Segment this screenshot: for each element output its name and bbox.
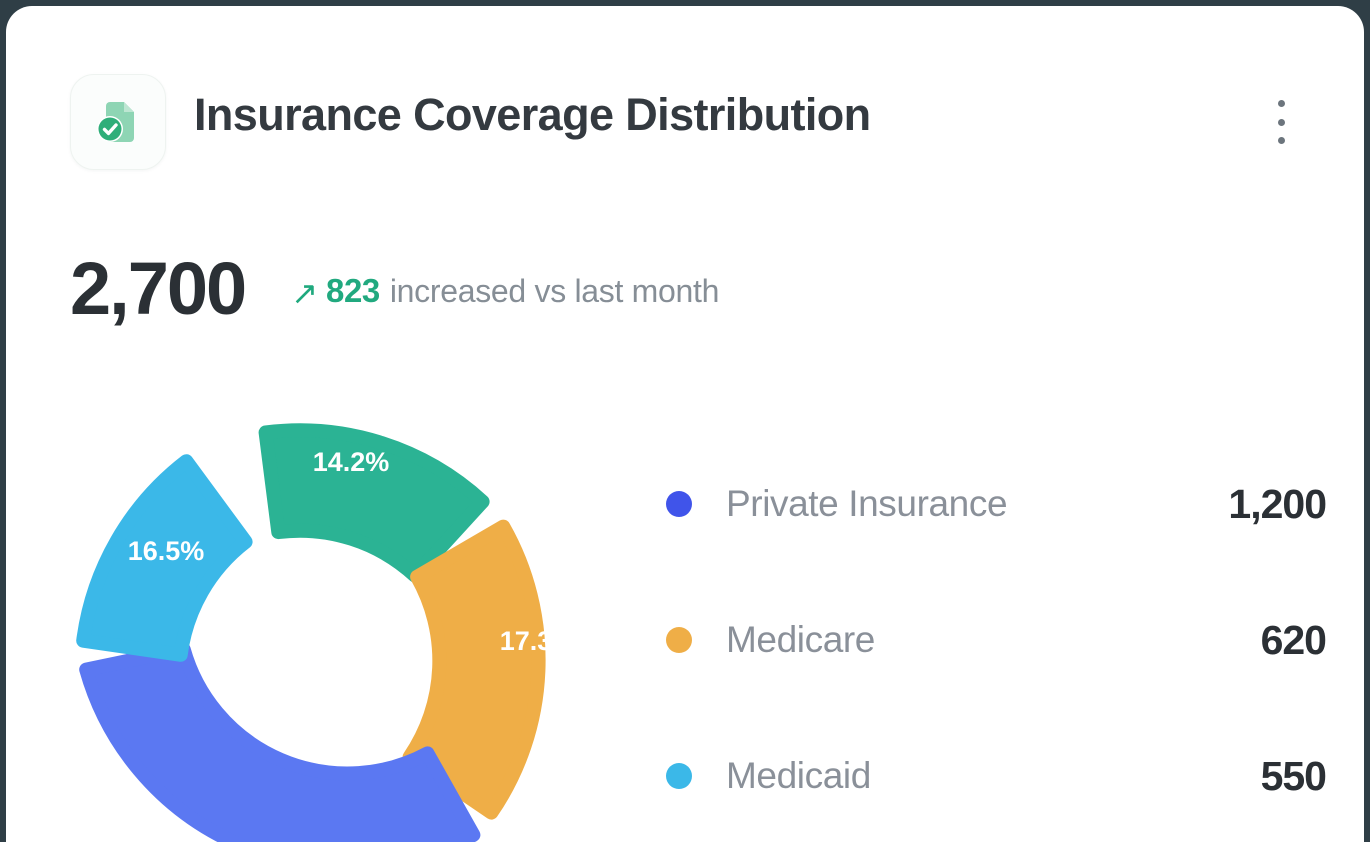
kebab-dot <box>1277 137 1285 144</box>
card-header: Insurance Coverage Distribution <box>6 6 1364 186</box>
legend-value: 550 <box>1260 752 1327 799</box>
kebab-dot <box>1277 100 1285 107</box>
document-check-icon <box>70 74 166 170</box>
legend-color-dot <box>666 491 692 517</box>
chart-legend: Private Insurance 1,200 Medicare 620 Med… <box>666 436 1327 842</box>
donut-chart: 14.2% 17.3% 16.5% <box>46 378 636 842</box>
kpi-total-value: 2,700 <box>70 247 247 330</box>
kpi-trend: ↗ 823 increased vs last month <box>291 272 719 310</box>
kebab-menu-icon[interactable] <box>1264 96 1298 148</box>
trend-value: 823 <box>326 272 380 309</box>
kpi-summary: 2,700 ↗ 823 increased vs last month <box>70 252 719 326</box>
trend-up-arrow-icon: ↗ <box>291 275 318 311</box>
insurance-coverage-card: Insurance Coverage Distribution 2,700 ↗ … <box>6 6 1364 842</box>
trend-description: increased vs last month <box>389 273 720 309</box>
legend-item-medicaid[interactable]: Medicaid 550 <box>666 708 1327 842</box>
donut-slice-private-insurance[interactable] <box>79 642 481 842</box>
page-title: Insurance Coverage Distribution <box>194 89 871 140</box>
kebab-dot <box>1277 118 1285 126</box>
donut-slice-medicare[interactable] <box>402 519 546 820</box>
donut-slice-medicaid[interactable] <box>76 454 253 662</box>
legend-label: Medicaid <box>726 755 871 796</box>
slice-label-other: 14.2% <box>313 447 390 477</box>
legend-value: 1,200 <box>1228 480 1327 527</box>
legend-label: Medicare <box>726 619 875 660</box>
legend-color-dot <box>666 627 692 653</box>
legend-label: Private Insurance <box>726 483 1008 524</box>
slice-label-medicaid: 16.5% <box>128 536 205 566</box>
slice-label-medicare: 17.3% <box>500 626 577 656</box>
legend-color-dot <box>666 763 692 789</box>
legend-item-medicare[interactable]: Medicare 620 <box>666 572 1327 708</box>
donut-slice-other[interactable] <box>258 423 490 583</box>
legend-value: 620 <box>1260 616 1327 663</box>
legend-item-private-insurance[interactable]: Private Insurance 1,200 <box>666 436 1327 572</box>
